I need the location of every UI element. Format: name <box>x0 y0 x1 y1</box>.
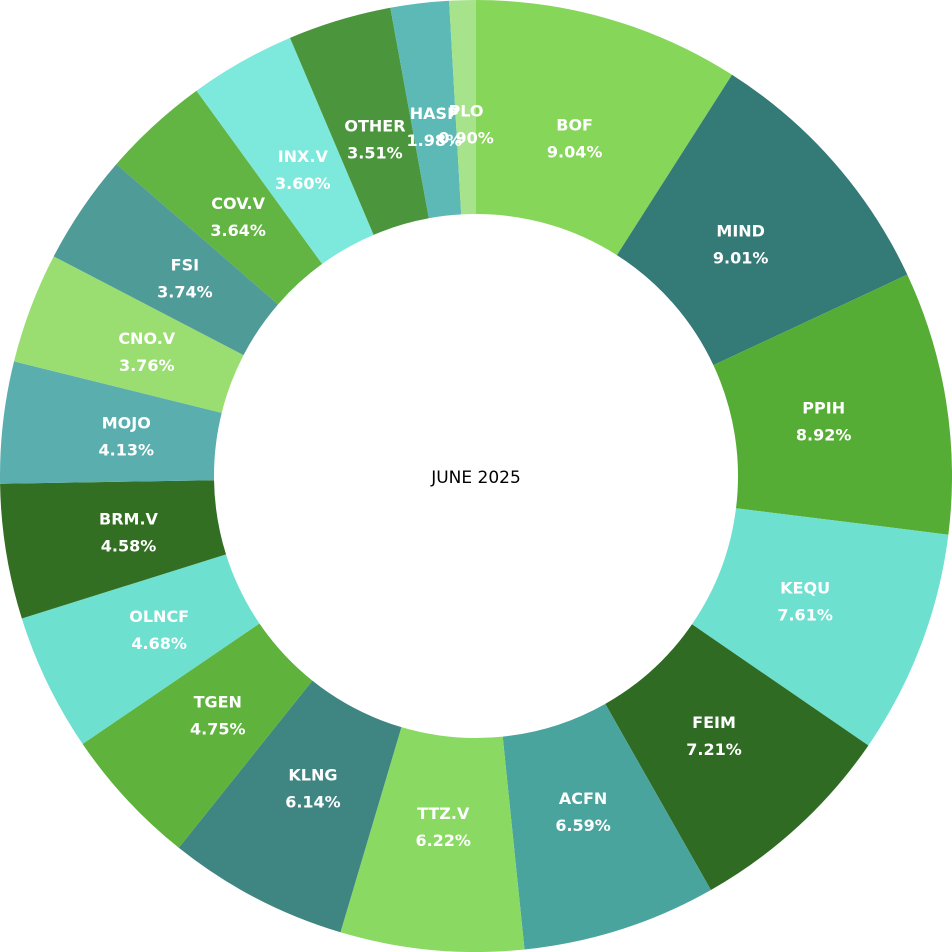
segment-label: MIND <box>716 221 765 240</box>
donut-segment <box>0 480 227 619</box>
segment-value-label: 4.58% <box>101 537 157 556</box>
donut-segment <box>196 37 374 264</box>
donut-segment <box>605 624 869 890</box>
segment-label: TGEN <box>194 693 242 712</box>
segment-value-label: 6.22% <box>415 831 471 850</box>
donut-segment <box>178 680 402 933</box>
segment-value-label: 6.14% <box>285 792 341 811</box>
segment-value-label: 0.90% <box>438 129 494 148</box>
segment-label: MOJO <box>102 414 151 433</box>
donut-segment <box>476 0 733 256</box>
segment-value-label: 9.01% <box>713 248 769 267</box>
segment-value-label: 3.60% <box>275 174 331 193</box>
donut-segment <box>502 703 711 950</box>
segment-label: HASP <box>410 104 459 123</box>
donut-segment <box>14 256 244 413</box>
segment-label: OLNCF <box>129 607 189 626</box>
chart-title: JUNE 2025 <box>430 468 521 488</box>
segment-value-label: 4.75% <box>190 720 246 739</box>
donut-segment <box>0 361 222 484</box>
segment-label: ACFN <box>559 789 607 808</box>
segment-value-label: 3.76% <box>119 356 175 375</box>
segment-label: FSI <box>171 256 199 275</box>
segment-value-label: 1.98% <box>407 131 463 150</box>
segment-value-label: 7.21% <box>686 740 742 759</box>
segment-value-label: 4.13% <box>99 441 155 460</box>
donut-segment <box>116 90 323 305</box>
segment-label: BOF <box>556 116 593 135</box>
segment-label: BRM.V <box>99 510 159 529</box>
segment-label: FEIM <box>692 713 736 732</box>
donut-segment <box>691 508 949 746</box>
segment-label: INX.V <box>278 147 329 166</box>
segment-label: PLO <box>449 102 484 121</box>
segment-value-label: 7.61% <box>777 605 833 624</box>
donut-segment <box>713 274 952 535</box>
segment-value-label: 9.04% <box>547 143 603 162</box>
segment-label: KEQU <box>780 578 830 597</box>
donut-segment <box>449 0 476 215</box>
segment-label: PPIH <box>802 399 845 418</box>
segment-label: COV.V <box>211 194 265 213</box>
segment-value-label: 4.68% <box>131 634 187 653</box>
segment-label: OTHER <box>344 116 405 135</box>
segment-value-label: 3.51% <box>347 143 403 162</box>
donut-segment <box>616 74 908 366</box>
donut-segment <box>289 7 429 235</box>
segment-value-label: 3.64% <box>210 221 266 240</box>
segment-label: TTZ.V <box>417 804 470 823</box>
donut-segment <box>21 554 260 744</box>
segment-label: CNO.V <box>118 329 175 348</box>
donut-segment <box>340 727 525 952</box>
donut-segment <box>53 164 279 356</box>
segment-label: KLNG <box>288 765 337 784</box>
segment-value-label: 3.74% <box>157 283 213 302</box>
segment-value-label: 8.92% <box>796 426 852 445</box>
segment-value-label: 6.59% <box>555 816 611 835</box>
donut-segment <box>82 623 313 848</box>
donut-segment <box>390 0 462 219</box>
